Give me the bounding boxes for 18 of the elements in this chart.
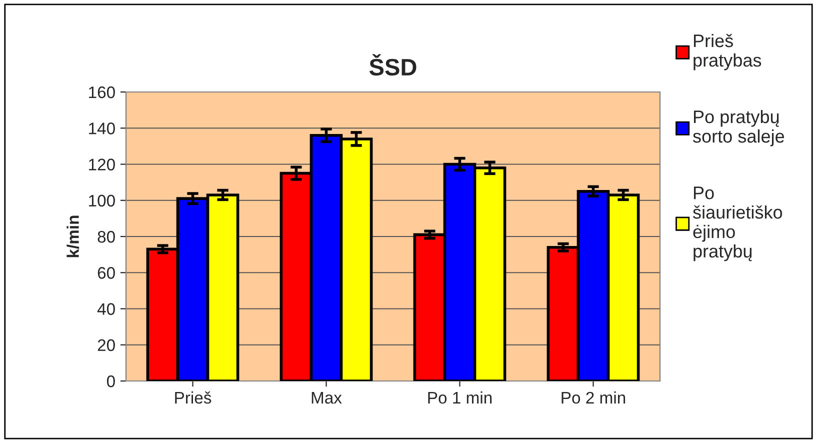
y-tick-label: 160 [89,86,115,98]
legend-label: Po šiaurietiško ėjimo pratybų [693,186,782,262]
y-tick-label: 40 [97,303,115,315]
legend-label: Po pratybų sorto saleje [693,110,784,146]
x-tick-label: Max [312,392,342,404]
x-tick-label: Po 1 min [428,391,492,404]
legend-label: Prieš pratybas [694,34,762,70]
y-tick-label: 120 [89,158,115,170]
y-tick-label: 140 [89,122,115,134]
y-tick-label: 0 [106,375,115,388]
y-tick-label: 100 [89,194,115,207]
x-tick-label: Prieš [175,391,212,404]
y-tick-label: 60 [98,267,115,279]
chart-title: ŠSD [369,54,416,76]
y-tick-label: 80 [98,230,115,243]
y-tick-label: 20 [98,339,115,352]
x-tick-label: Po 2 min [562,391,626,404]
y-axis-title: k/min [66,216,80,258]
